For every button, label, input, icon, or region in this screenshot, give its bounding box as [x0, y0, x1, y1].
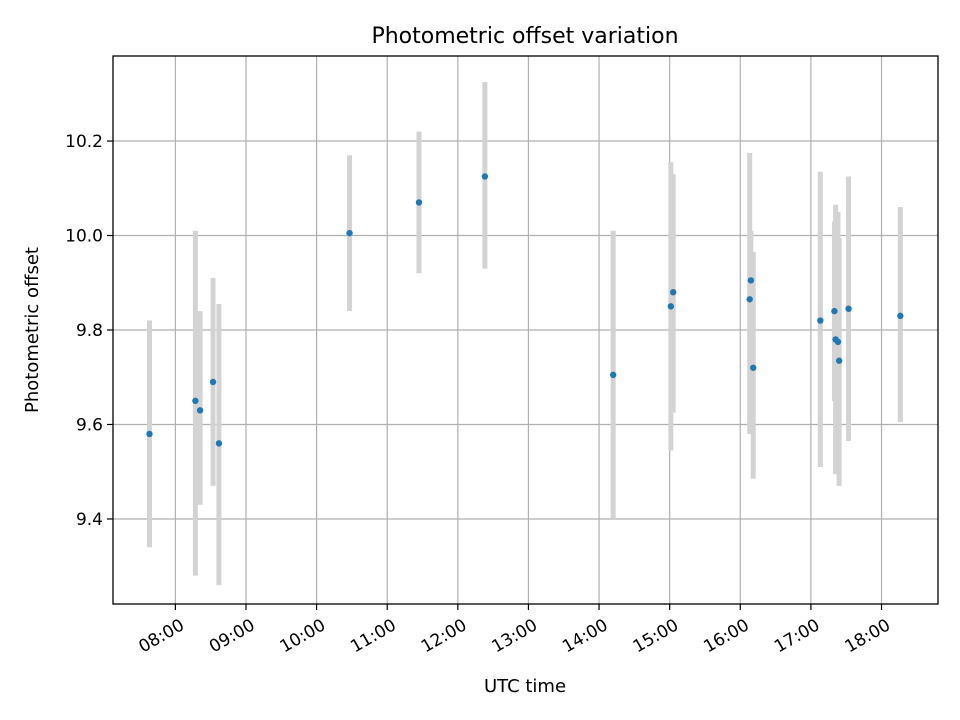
- grid: [113, 56, 938, 604]
- data-point: [669, 289, 677, 296]
- data-point: [481, 173, 489, 180]
- data-point: [415, 199, 423, 206]
- data-point: [845, 305, 852, 312]
- y-tick-label: 9.6: [76, 415, 103, 435]
- y-tick-label: 10.0: [65, 227, 103, 247]
- data-point: [146, 430, 153, 438]
- data-point: [817, 317, 824, 324]
- y-tick-label: 9.8: [76, 321, 103, 341]
- data-point: [835, 357, 843, 364]
- chart-title: Photometric offset variation: [371, 24, 678, 49]
- data-point: [750, 364, 757, 371]
- y-tick-label: 10.2: [65, 132, 103, 152]
- data-point: [209, 378, 217, 386]
- data-point: [834, 338, 842, 346]
- x-axis-label: UTC time: [484, 676, 566, 697]
- data-point: [609, 371, 617, 379]
- y-tick-label: 9.4: [76, 510, 103, 530]
- data-point: [831, 307, 838, 315]
- data-point: [215, 440, 223, 447]
- data-points: [146, 173, 904, 447]
- data-point: [667, 303, 675, 310]
- y-axis-ticks: 9.4 9.6 9.8 10.0 10.2: [65, 132, 113, 530]
- data-point: [747, 277, 755, 284]
- data-point: [196, 407, 204, 414]
- y-axis-label: Photometric offset: [22, 247, 43, 413]
- data-point: [897, 312, 904, 320]
- data-point: [346, 229, 353, 237]
- data-point: [746, 296, 753, 303]
- data-point: [192, 397, 199, 405]
